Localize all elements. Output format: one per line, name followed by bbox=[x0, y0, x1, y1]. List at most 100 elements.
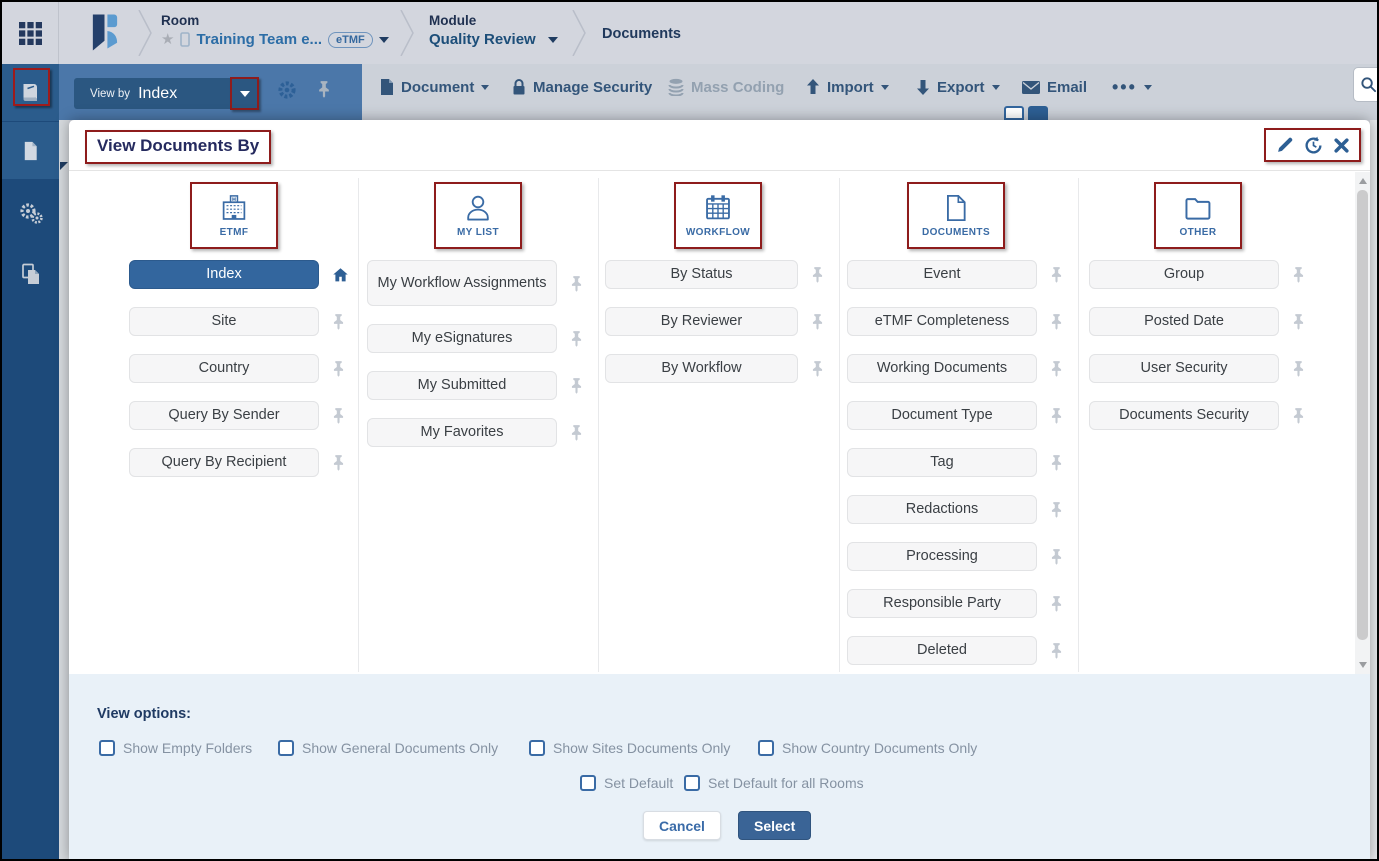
view-item-documents-security[interactable]: Documents Security bbox=[1089, 401, 1279, 430]
checkbox-icon[interactable] bbox=[99, 740, 115, 756]
room-value[interactable]: Training Team e... bbox=[196, 31, 323, 48]
view-item-country[interactable]: Country bbox=[129, 354, 319, 383]
view-item-my-submitted[interactable]: My Submitted bbox=[367, 371, 557, 400]
view-item-tag[interactable]: Tag bbox=[847, 448, 1037, 477]
pin-view-icon[interactable] bbox=[317, 80, 331, 103]
scroll-down-icon[interactable] bbox=[1358, 662, 1367, 668]
pin-icon[interactable] bbox=[1050, 266, 1063, 283]
pin-icon[interactable] bbox=[332, 407, 345, 424]
checkbox-show-country-documents-only[interactable]: Show Country Documents Only bbox=[758, 740, 977, 756]
pin-icon[interactable] bbox=[1050, 595, 1063, 612]
view-item-query-by-sender[interactable]: Query By Sender bbox=[129, 401, 319, 430]
pin-icon[interactable] bbox=[570, 424, 583, 441]
sidebar-item-copy-documents[interactable] bbox=[2, 246, 59, 303]
pin-icon[interactable] bbox=[332, 454, 345, 471]
view-item-index[interactable]: Index bbox=[129, 260, 319, 289]
view-item-my-esignatures[interactable]: My eSignatures bbox=[367, 324, 557, 353]
favorite-star-icon[interactable]: ★ bbox=[161, 31, 175, 48]
sidebar-item-settings[interactable] bbox=[2, 185, 59, 242]
import-button[interactable]: Import bbox=[806, 77, 889, 97]
breadcrumb-separator bbox=[400, 9, 414, 61]
edit-pencil-icon[interactable] bbox=[1276, 137, 1293, 154]
pin-icon[interactable] bbox=[332, 360, 345, 377]
list-view-toggle[interactable] bbox=[1004, 106, 1024, 120]
view-item-by-reviewer[interactable]: By Reviewer bbox=[605, 307, 798, 336]
pin-icon[interactable] bbox=[570, 275, 583, 292]
checkbox-icon[interactable] bbox=[758, 740, 774, 756]
sidebar-item-documents[interactable] bbox=[2, 122, 59, 179]
pin-icon[interactable] bbox=[1292, 407, 1305, 424]
pin-icon[interactable] bbox=[332, 313, 345, 330]
checkbox-icon[interactable] bbox=[580, 775, 596, 791]
view-settings-gear-icon[interactable] bbox=[276, 79, 298, 106]
module-selector[interactable]: Quality Review bbox=[429, 31, 558, 48]
email-button[interactable]: Email bbox=[1022, 77, 1087, 97]
room-dropdown-caret-icon[interactable] bbox=[378, 36, 389, 43]
room-selector[interactable]: ★ Training Team e... eTMF bbox=[161, 31, 389, 48]
checkbox-icon[interactable] bbox=[529, 740, 545, 756]
pin-icon[interactable] bbox=[570, 330, 583, 347]
more-actions-button[interactable]: ••• bbox=[1112, 77, 1152, 97]
view-item-site[interactable]: Site bbox=[129, 307, 319, 336]
view-item-processing[interactable]: Processing bbox=[847, 542, 1037, 571]
document-menu-label: Document bbox=[401, 78, 475, 96]
close-icon[interactable] bbox=[1334, 137, 1349, 153]
view-item-redactions[interactable]: Redactions bbox=[847, 495, 1037, 524]
pin-icon[interactable] bbox=[570, 377, 583, 394]
modal-divider bbox=[69, 170, 1370, 171]
pin-icon[interactable] bbox=[1292, 266, 1305, 283]
pin-icon[interactable] bbox=[1050, 407, 1063, 424]
pin-icon[interactable] bbox=[1292, 360, 1305, 377]
pin-icon[interactable] bbox=[811, 313, 824, 330]
select-button[interactable]: Select bbox=[738, 811, 812, 840]
checkbox-set-default[interactable]: Set Default bbox=[580, 775, 673, 791]
viewby-button[interactable]: View by Index bbox=[74, 78, 249, 109]
module-value[interactable]: Quality Review bbox=[429, 31, 536, 48]
view-item-working-documents[interactable]: Working Documents bbox=[847, 354, 1037, 383]
scroll-up-icon[interactable] bbox=[1358, 178, 1367, 184]
cancel-button[interactable]: Cancel bbox=[643, 811, 721, 840]
history-icon[interactable] bbox=[1304, 136, 1323, 155]
column-divider bbox=[1078, 178, 1079, 672]
checkbox-show-empty-folders[interactable]: Show Empty Folders bbox=[99, 740, 252, 756]
modal-scrollbar[interactable] bbox=[1355, 172, 1370, 674]
grid-view-toggle[interactable] bbox=[1028, 106, 1048, 120]
view-item-by-workflow[interactable]: By Workflow bbox=[605, 354, 798, 383]
view-item-group[interactable]: Group bbox=[1089, 260, 1279, 289]
search-input[interactable] bbox=[1353, 67, 1377, 102]
pin-icon[interactable] bbox=[1292, 313, 1305, 330]
view-item-posted-date[interactable]: Posted Date bbox=[1089, 307, 1279, 336]
scrollbar-thumb[interactable] bbox=[1357, 190, 1368, 640]
view-item-my-workflow-assignments[interactable]: My Workflow Assignments bbox=[367, 260, 557, 306]
view-item-my-favorites[interactable]: My Favorites bbox=[367, 418, 557, 447]
view-item-responsible-party[interactable]: Responsible Party bbox=[847, 589, 1037, 618]
pin-icon[interactable] bbox=[1050, 313, 1063, 330]
view-item-document-type[interactable]: Document Type bbox=[847, 401, 1037, 430]
pin-icon[interactable] bbox=[1050, 642, 1063, 659]
module-dropdown-caret-icon[interactable] bbox=[547, 36, 558, 43]
checkbox-show-sites-documents-only[interactable]: Show Sites Documents Only bbox=[529, 740, 730, 756]
checkbox-icon[interactable] bbox=[684, 775, 700, 791]
view-item-query-by-recipient[interactable]: Query By Recipient bbox=[129, 448, 319, 477]
pin-icon[interactable] bbox=[1050, 548, 1063, 565]
view-item-etmf-completeness[interactable]: eTMF Completeness bbox=[847, 307, 1037, 336]
checkbox-show-general-documents-only[interactable]: Show General Documents Only bbox=[278, 740, 498, 756]
checkbox-icon[interactable] bbox=[278, 740, 294, 756]
document-page-icon bbox=[24, 141, 37, 160]
pin-icon[interactable] bbox=[1050, 360, 1063, 377]
pin-icon[interactable] bbox=[1050, 501, 1063, 518]
app-switcher-button[interactable] bbox=[2, 2, 59, 64]
view-item-by-status[interactable]: By Status bbox=[605, 260, 798, 289]
export-button[interactable]: Export bbox=[916, 77, 1000, 97]
view-item-user-security[interactable]: User Security bbox=[1089, 354, 1279, 383]
checkbox-set-default-all-rooms[interactable]: Set Default for all Rooms bbox=[684, 775, 864, 791]
pin-icon[interactable] bbox=[1050, 454, 1063, 471]
pin-icon[interactable] bbox=[811, 360, 824, 377]
document-menu-button[interactable]: Document bbox=[380, 77, 490, 97]
viewby-dropdown-caret-icon[interactable] bbox=[239, 90, 250, 97]
tree-collapse-arrow[interactable] bbox=[60, 162, 68, 170]
view-item-deleted[interactable]: Deleted bbox=[847, 636, 1037, 665]
view-item-event[interactable]: Event bbox=[847, 260, 1037, 289]
manage-security-button[interactable]: Manage Security bbox=[512, 77, 652, 97]
pin-icon[interactable] bbox=[811, 266, 824, 283]
